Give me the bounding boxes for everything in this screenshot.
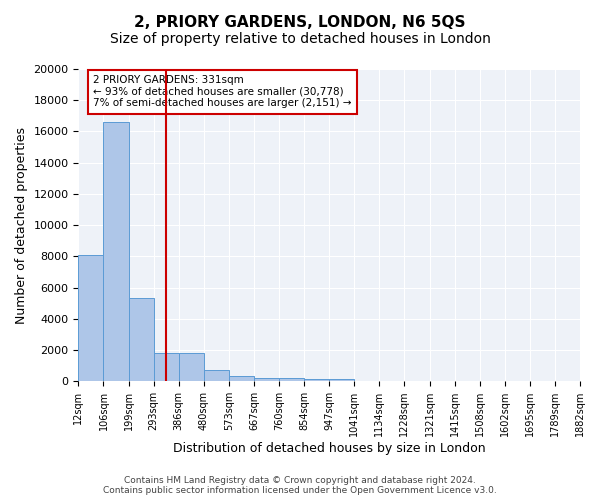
- Bar: [154, 353, 179, 381]
- X-axis label: Distribution of detached houses by size in London: Distribution of detached houses by size …: [173, 442, 485, 455]
- Text: Size of property relative to detached houses in London: Size of property relative to detached ho…: [110, 32, 490, 46]
- Bar: [204, 370, 229, 381]
- Bar: [279, 378, 304, 381]
- Bar: [304, 378, 329, 381]
- Bar: [79, 255, 103, 381]
- Text: Contains HM Land Registry data © Crown copyright and database right 2024.
Contai: Contains HM Land Registry data © Crown c…: [103, 476, 497, 495]
- Y-axis label: Number of detached properties: Number of detached properties: [15, 126, 28, 324]
- Bar: [329, 379, 354, 381]
- Bar: [128, 298, 154, 381]
- Bar: [179, 353, 204, 381]
- Text: 2 PRIORY GARDENS: 331sqm
← 93% of detached houses are smaller (30,778)
7% of sem: 2 PRIORY GARDENS: 331sqm ← 93% of detach…: [94, 75, 352, 108]
- Bar: [254, 378, 279, 381]
- Text: 2, PRIORY GARDENS, LONDON, N6 5QS: 2, PRIORY GARDENS, LONDON, N6 5QS: [134, 15, 466, 30]
- Bar: [103, 122, 128, 381]
- Bar: [229, 376, 254, 381]
